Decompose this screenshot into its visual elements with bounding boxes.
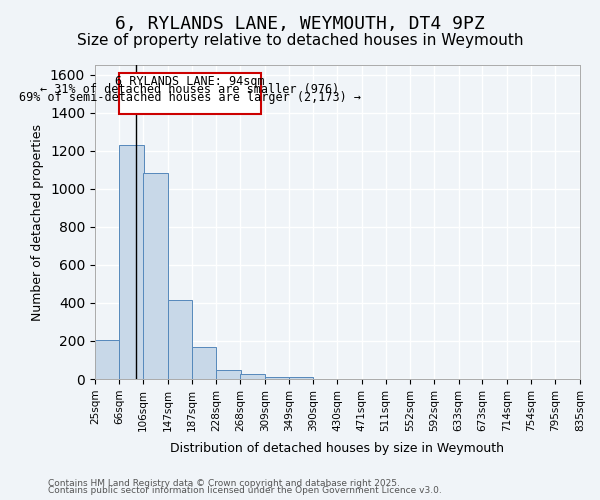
Text: Size of property relative to detached houses in Weymouth: Size of property relative to detached ho… <box>77 32 523 48</box>
FancyBboxPatch shape <box>119 72 260 114</box>
X-axis label: Distribution of detached houses by size in Weymouth: Distribution of detached houses by size … <box>170 442 505 455</box>
Bar <box>143 174 168 379</box>
Bar <box>168 300 193 379</box>
Text: 69% of semi-detached houses are larger (2,173) →: 69% of semi-detached houses are larger (… <box>19 90 361 104</box>
Bar <box>240 374 265 379</box>
Text: 6, RYLANDS LANE, WEYMOUTH, DT4 9PZ: 6, RYLANDS LANE, WEYMOUTH, DT4 9PZ <box>115 15 485 33</box>
Text: Contains HM Land Registry data © Crown copyright and database right 2025.: Contains HM Land Registry data © Crown c… <box>48 478 400 488</box>
Text: Contains public sector information licensed under the Open Government Licence v3: Contains public sector information licen… <box>48 486 442 495</box>
Bar <box>289 377 313 379</box>
Bar <box>216 370 241 379</box>
Bar <box>95 340 119 379</box>
Text: 6 RYLANDS LANE: 94sqm: 6 RYLANDS LANE: 94sqm <box>115 76 265 88</box>
Bar <box>119 145 144 379</box>
Bar <box>192 346 216 379</box>
Bar <box>265 377 289 379</box>
Text: ← 31% of detached houses are smaller (976): ← 31% of detached houses are smaller (97… <box>40 83 340 96</box>
Y-axis label: Number of detached properties: Number of detached properties <box>31 124 44 320</box>
